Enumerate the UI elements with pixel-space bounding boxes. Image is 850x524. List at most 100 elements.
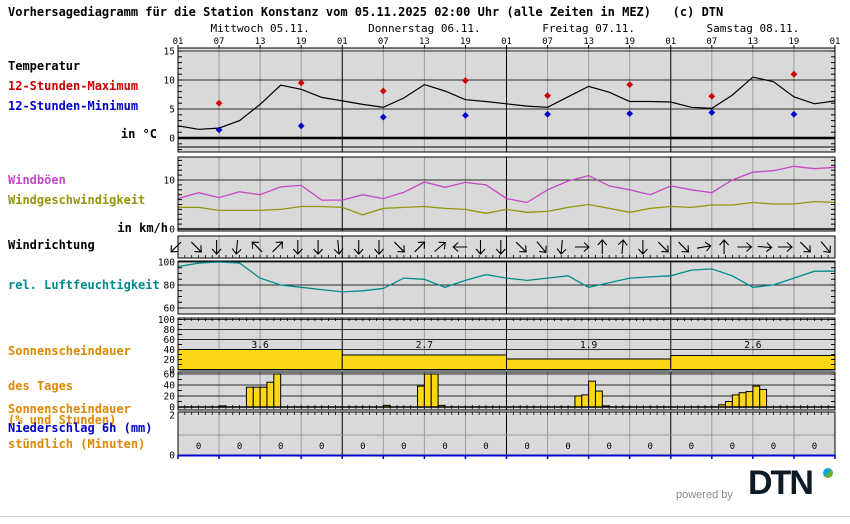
wind-arrow-icon — [696, 241, 712, 252]
wind-arrow-icon — [820, 241, 831, 253]
wind-arrow-icon — [333, 239, 344, 255]
svg-text:07: 07 — [706, 37, 717, 47]
svg-text:01: 01 — [665, 37, 676, 47]
svg-text:5: 5 — [169, 105, 175, 116]
label-sunshine-hourly-line1: Sonnenscheindauer — [8, 402, 131, 416]
svg-text:07: 07 — [542, 37, 553, 47]
wind-arrow-icon — [495, 240, 506, 255]
wind-arrow-icon — [353, 240, 364, 255]
svg-text:19: 19 — [624, 37, 635, 47]
svg-text:0: 0 — [169, 451, 175, 462]
wind-arrow-icon — [657, 241, 669, 253]
svg-text:60: 60 — [164, 335, 176, 346]
svg-text:20: 20 — [164, 355, 176, 366]
precipitation-panel: 0 0 0 0 0 0 0 0 0 0 0 0 0 0 0 0 0 2 — [169, 411, 836, 462]
svg-text:0: 0 — [606, 442, 611, 452]
svg-text:60: 60 — [164, 304, 176, 315]
svg-text:0: 0 — [730, 442, 735, 452]
wind-arrow-icon — [231, 239, 242, 255]
svg-text:0: 0 — [319, 442, 324, 452]
svg-text:40: 40 — [164, 381, 176, 392]
wind-arrow-icon — [475, 240, 486, 255]
wind-direction-strip — [170, 235, 836, 259]
time-axis-header: Mittwoch 05.11. Donnerstag 06.11. Freitag … — [173, 22, 841, 48]
wind-arrow-icon — [799, 241, 811, 253]
wind-arrow-icon — [757, 242, 773, 253]
wind-arrow-icon — [556, 239, 567, 255]
svg-text:13: 13 — [419, 37, 430, 47]
svg-text:01: 01 — [830, 37, 841, 47]
wind-arrow-icon — [737, 242, 753, 252]
svg-text:0: 0 — [237, 442, 242, 452]
temp-max-markers — [215, 70, 798, 107]
wind-arrow-icon — [393, 241, 405, 253]
temperature-panel: 0 5 10 15 — [164, 47, 836, 153]
wind-arrow-icon — [678, 241, 690, 253]
wind-arrow-icon — [575, 242, 590, 252]
page-title: Vorhersagediagramm für die Station Konst… — [8, 5, 724, 19]
svg-text:0: 0 — [771, 442, 776, 452]
svg-text:2.6: 2.6 — [744, 340, 761, 351]
sunshine-day-bars — [177, 349, 836, 370]
svg-text:10: 10 — [164, 76, 176, 87]
svg-text:1.9: 1.9 — [580, 340, 597, 351]
wind-arrow-icon — [452, 242, 468, 252]
humidity-panel: 60 80 100 — [158, 258, 836, 315]
svg-text:0: 0 — [278, 442, 283, 452]
svg-text:Donnerstag 06.11.: Donnerstag 06.11. — [368, 22, 481, 35]
label-temperature: Temperatur — [8, 59, 81, 73]
svg-text:100: 100 — [158, 258, 175, 269]
label-sunshine-hourly-line2: stündlich (Minuten) — [8, 436, 146, 451]
wind-arrow-icon — [251, 241, 263, 253]
svg-text:3.6: 3.6 — [252, 340, 269, 351]
svg-text:19: 19 — [296, 37, 307, 47]
svg-text:2.7: 2.7 — [416, 340, 433, 351]
wind-arrow-icon — [719, 239, 730, 254]
label-sunshine-day-line1: Sonnenscheindauer — [8, 344, 131, 358]
wind-arrow-icon — [536, 241, 547, 253]
svg-text:Mittwoch 05.11.: Mittwoch 05.11. — [210, 22, 309, 35]
dtn-logo: DTN — [748, 464, 814, 502]
label-wind-gusts: Windböen — [8, 173, 66, 187]
wind-arrow-icon — [414, 241, 426, 253]
wind-arrow-icon — [211, 240, 222, 255]
wind-arrow-icon — [292, 240, 303, 255]
label-sunshine-day: Sonnenscheindauer des Tages (% und Stund… — [8, 323, 131, 450]
svg-text:13: 13 — [583, 37, 594, 47]
svg-text:80: 80 — [164, 325, 176, 336]
svg-text:01: 01 — [501, 37, 512, 47]
wind-arrow-icon — [313, 240, 324, 255]
svg-text:0: 0 — [196, 442, 201, 452]
temp-min-markers — [215, 109, 798, 134]
wind-arrow-icon — [778, 242, 793, 252]
svg-text:40: 40 — [164, 345, 176, 356]
wind-arrow-icon — [637, 240, 648, 255]
dtn-logo-dot-icon — [823, 468, 833, 478]
footer-divider — [0, 516, 850, 517]
label-wind-speed: Windgeschwindigkeit — [8, 193, 146, 207]
label-sunshine-hourly: Sonnenscheindauer stündlich (Minuten) — [8, 381, 145, 473]
svg-text:0: 0 — [169, 225, 175, 236]
svg-text:80: 80 — [164, 281, 176, 292]
wind-arrow-icon — [434, 241, 446, 252]
wind-arrow-icon — [190, 241, 202, 253]
wind-arrow-icon — [597, 239, 608, 254]
svg-text:10: 10 — [164, 176, 176, 187]
svg-text:2: 2 — [169, 411, 175, 422]
wind-arrow-icon — [272, 241, 284, 253]
svg-text:0: 0 — [524, 442, 529, 452]
label-precipitation: Niederschlag 6h (mm) — [8, 421, 153, 435]
svg-text:0: 0 — [689, 442, 694, 452]
svg-text:0: 0 — [565, 442, 570, 452]
label-wind-direction: Windrichtung — [8, 238, 95, 252]
svg-text:60: 60 — [164, 370, 176, 381]
powered-by-text: powered by — [676, 489, 733, 501]
svg-text:0: 0 — [648, 442, 653, 452]
svg-text:20: 20 — [164, 392, 176, 403]
svg-text:0: 0 — [442, 442, 447, 452]
svg-text:0: 0 — [483, 442, 488, 452]
label-humidity: rel. Luftfeuchtigkeit — [8, 278, 160, 292]
